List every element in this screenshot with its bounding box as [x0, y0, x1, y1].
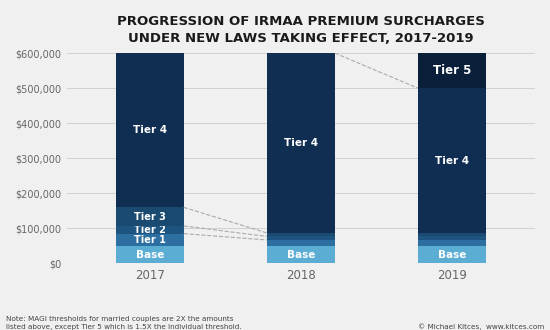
Bar: [267, 240, 335, 246]
Bar: [418, 240, 486, 246]
Bar: [418, 53, 486, 88]
Text: Tier 1: Tier 1: [134, 235, 166, 245]
Text: Note: MAGI thresholds for married couples are 2X the amounts
listed above, excep: Note: MAGI thresholds for married couple…: [6, 316, 241, 330]
Text: Base: Base: [287, 250, 315, 260]
Bar: [116, 226, 184, 234]
Title: PROGRESSION OF IRMAA PREMIUM SURCHARGES
UNDER NEW LAWS TAKING EFFECT, 2017-2019: PROGRESSION OF IRMAA PREMIUM SURCHARGES …: [117, 15, 485, 45]
Bar: [116, 246, 184, 263]
Text: Tier 4: Tier 4: [435, 155, 469, 166]
Bar: [267, 237, 335, 240]
Bar: [116, 234, 184, 246]
Text: Tier 5: Tier 5: [433, 64, 471, 77]
Bar: [267, 233, 335, 237]
Text: Base: Base: [438, 250, 466, 260]
Text: Tier 4: Tier 4: [133, 125, 167, 135]
Text: Base: Base: [136, 250, 164, 260]
Text: © Michael Kitces,  www.kitces.com: © Michael Kitces, www.kitces.com: [418, 323, 544, 330]
Bar: [418, 246, 486, 263]
Bar: [418, 233, 486, 237]
Bar: [418, 88, 486, 233]
Bar: [116, 53, 184, 207]
Bar: [116, 207, 184, 226]
Text: Tier 2: Tier 2: [134, 225, 166, 235]
Text: Tier 3: Tier 3: [134, 212, 166, 222]
Bar: [267, 246, 335, 263]
Bar: [267, 53, 335, 233]
Bar: [418, 237, 486, 240]
Text: Tier 4: Tier 4: [284, 138, 318, 148]
